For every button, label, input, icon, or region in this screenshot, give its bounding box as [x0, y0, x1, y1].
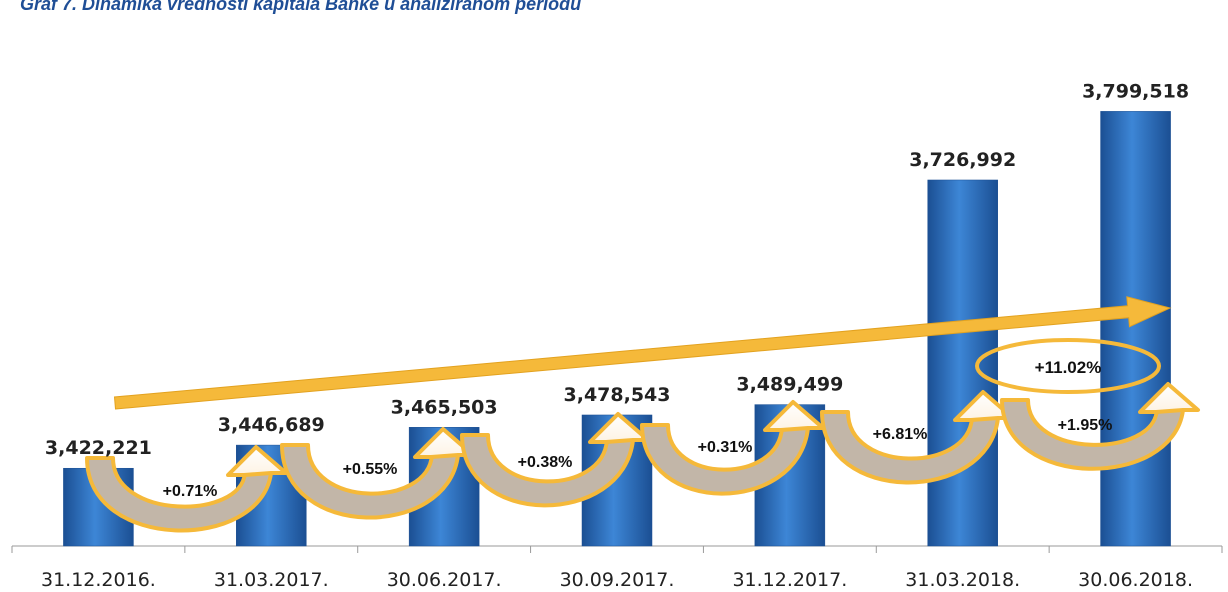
bar: [1100, 111, 1171, 547]
bar-value-label: 3,726,992: [909, 149, 1016, 171]
trend-arrow: [113, 296, 1172, 410]
bar-value-label: 3,478,543: [564, 384, 671, 406]
total-change-label: +11.02%: [1035, 358, 1102, 377]
total-change-ellipse: [975, 338, 1161, 394]
bar-value-label: 3,799,518: [1082, 80, 1189, 102]
x-tick-label: 31.03.2017.: [214, 569, 329, 591]
bar: [927, 179, 998, 547]
x-tick-label: 30.09.2017.: [560, 569, 675, 591]
change-percent-label: +0.71%: [163, 483, 218, 500]
x-tick-label: 30.06.2018.: [1078, 569, 1193, 591]
bar-value-label: 3,446,689: [218, 414, 325, 436]
change-percent-label: +1.95%: [1058, 417, 1113, 434]
x-tick-label: 30.06.2017.: [387, 569, 502, 591]
chart-title: Graf 7. Dinamika vrednosti kapitala Bank…: [20, 0, 582, 14]
x-tick-label: 31.03.2018.: [905, 569, 1020, 591]
change-percent-label: +0.31%: [698, 439, 753, 456]
change-loop-arrowhead: [763, 400, 825, 432]
change-loop-arrowhead: [226, 445, 288, 477]
bar-value-label: 3,489,499: [736, 374, 843, 396]
bar-value-label: 3,465,503: [391, 396, 498, 418]
change-percent-label: +6.81%: [873, 426, 928, 443]
bar-value-label: 3,422,221: [45, 437, 152, 459]
change-percent-label: +0.55%: [343, 461, 398, 478]
change-percent-label: +0.38%: [518, 454, 573, 471]
x-tick-label: 31.12.2016.: [41, 569, 156, 591]
change-loop-arrowhead: [1138, 382, 1200, 414]
change-loop-arrowhead: [588, 412, 650, 444]
x-tick-label: 31.12.2017.: [732, 569, 847, 591]
